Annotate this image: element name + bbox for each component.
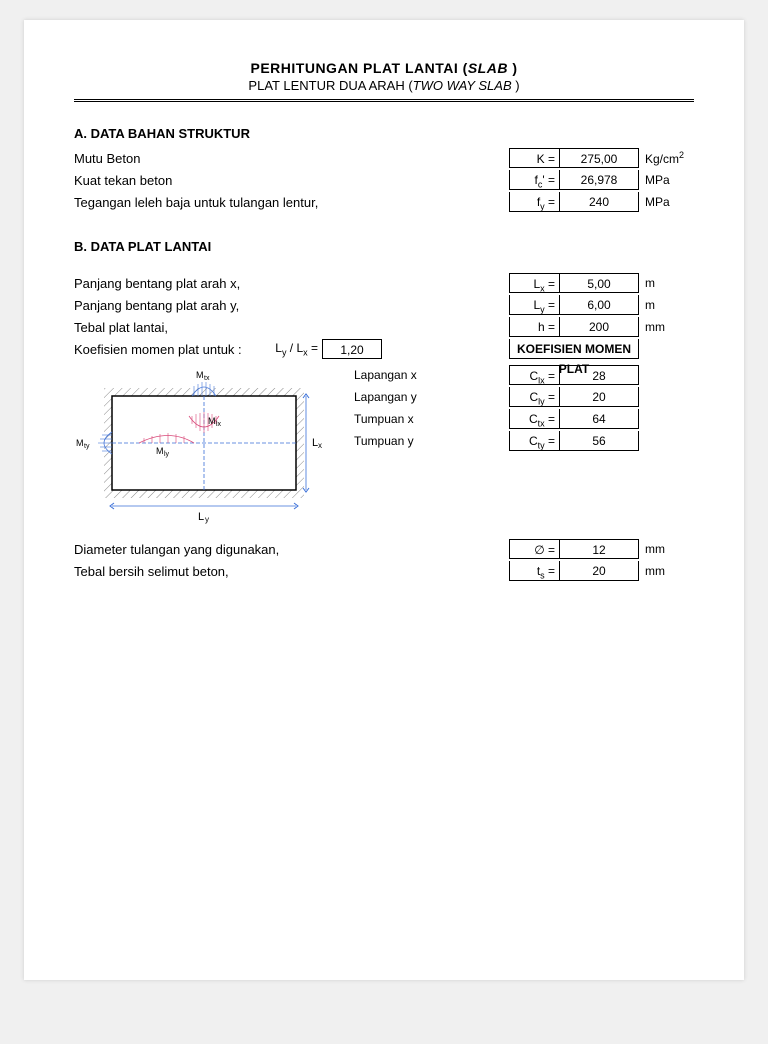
title-line-1: PERHITUNGAN PLAT LANTAI (SLAB ) [74,60,694,76]
row-label: Tebal plat lantai, [74,320,374,335]
coef-label: Tumpuan y [354,434,444,448]
coef-value: 20 [559,387,639,407]
svg-text:M: M [156,446,164,456]
data-row: Tegangan leleh baja untuk tulangan lentu… [74,191,694,213]
row-value: 275,00 [559,148,639,168]
section-a-heading: A. DATA BAHAN STRUKTUR [74,126,694,141]
row-unit: mm [639,542,694,556]
title-block: PERHITUNGAN PLAT LANTAI (SLAB ) PLAT LEN… [74,60,694,93]
section-b-heading: B. DATA PLAT LANTAI [74,239,694,254]
svg-text:tx: tx [204,375,210,382]
svg-text:x: x [318,441,322,450]
row-label: Kuat tekan beton [74,173,374,188]
coef-value: 28 [559,365,639,385]
row-label: Panjang bentang plat arah x, [74,276,374,291]
row-label: Tebal bersih selimut beton, [74,564,374,579]
koef-label: Koefisien momen plat untuk : [74,342,274,357]
page: PERHITUNGAN PLAT LANTAI (SLAB ) PLAT LEN… [24,20,744,980]
coef-row: Lapangan y Cly = 20 [354,386,694,408]
koef-row: Koefisien momen plat untuk : Ly / Lx = 1… [74,338,694,360]
row-symbol: fc' = [509,170,559,190]
svg-text:ly: ly [164,451,170,458]
coef-label: Lapangan y [354,390,444,404]
row-symbol: Ly = [509,295,559,315]
row-value: 26,978 [559,170,639,190]
row-symbol: ∅ = [509,539,559,559]
section-a-rows: Mutu Beton K = 275,00 Kg/cm2 Kuat tekan … [74,147,694,213]
row-value: 200 [559,317,639,337]
svg-text:M: M [76,438,84,448]
coef-row: Tumpuan y Cty = 56 [354,430,694,452]
subtitle-italic: TWO WAY SLAB [413,78,512,93]
row-symbol: K = [509,148,559,168]
row-label: Tegangan leleh baja untuk tulangan lentu… [74,195,374,210]
coef-row: Lapangan x Clx = 28 [354,364,694,386]
row-value: 5,00 [559,273,639,293]
title-text: PERHITUNGAN PLAT LANTAI ( [251,60,468,76]
ratio-symbol: Ly / Lx = [274,341,322,357]
row-unit: mm [639,320,694,334]
coef-symbol: Cly = [509,387,559,407]
coef-block: Mtx Mlx Mty [74,364,694,528]
row-value: 240 [559,192,639,212]
row-label: Diameter tulangan yang digunakan, [74,542,374,557]
svg-text:M: M [208,416,216,426]
subtitle-text: ) [512,78,520,93]
row-unit: MPa [639,195,694,209]
title-divider [74,99,694,102]
coef-symbol: Cty = [509,431,559,451]
svg-text:y: y [205,515,209,524]
row-symbol: fy = [509,192,559,212]
row-unit: Kg/cm2 [639,150,694,166]
title-text: ) [508,60,518,76]
coef-label: Lapangan x [354,368,444,382]
section-b-rows-2: Diameter tulangan yang digunakan, ∅ = 12… [74,538,694,582]
section-b-rows-1: Panjang bentang plat arah x, Lx = 5,00 m… [74,272,694,360]
ratio-value: 1,20 [322,339,382,359]
row-label: Mutu Beton [74,151,374,166]
diagram-container: Mtx Mlx Mty [74,364,354,528]
row-label: Panjang bentang plat arah y, [74,298,374,313]
row-symbol: h = [509,317,559,337]
row-symbol: Lx = [509,273,559,293]
title-line-2: PLAT LENTUR DUA ARAH (TWO WAY SLAB ) [74,78,694,93]
data-row: Tebal plat lantai, h = 200 mm [74,316,694,338]
coef-value: 56 [559,431,639,451]
svg-text:lx: lx [216,421,222,428]
row-unit: MPa [639,173,694,187]
row-unit: m [639,298,694,312]
data-row: Kuat tekan beton fc' = 26,978 MPa [74,169,694,191]
svg-text:ty: ty [84,443,90,450]
data-row: Tebal bersih selimut beton, ts = 20 mm [74,560,694,582]
data-row: Mutu Beton K = 275,00 Kg/cm2 [74,147,694,169]
svg-text:M: M [196,370,204,380]
data-row: Panjang bentang plat arah y, Ly = 6,00 m [74,294,694,316]
row-unit: m [639,276,694,290]
coef-table: Lapangan x Clx = 28 Lapangan y Cly = 20 … [354,364,694,528]
coef-symbol: Ctx = [509,409,559,429]
koef-heading: KOEFISIEN MOMEN PLAT [509,339,639,359]
row-value: 12 [559,539,639,559]
coef-value: 64 [559,409,639,429]
slab-diagram: Mtx Mlx Mty [74,368,334,528]
subtitle-text: PLAT LENTUR DUA ARAH ( [248,78,412,93]
coef-row: Tumpuan x Ctx = 64 [354,408,694,430]
row-unit: mm [639,564,694,578]
coef-label: Tumpuan x [354,412,444,426]
row-symbol: ts = [509,561,559,581]
svg-text:L: L [198,511,204,523]
data-row: Panjang bentang plat arah x, Lx = 5,00 m [74,272,694,294]
title-italic: SLAB [468,60,508,76]
coef-symbol: Clx = [509,365,559,385]
row-value: 20 [559,561,639,581]
data-row: Diameter tulangan yang digunakan, ∅ = 12… [74,538,694,560]
row-value: 6,00 [559,295,639,315]
